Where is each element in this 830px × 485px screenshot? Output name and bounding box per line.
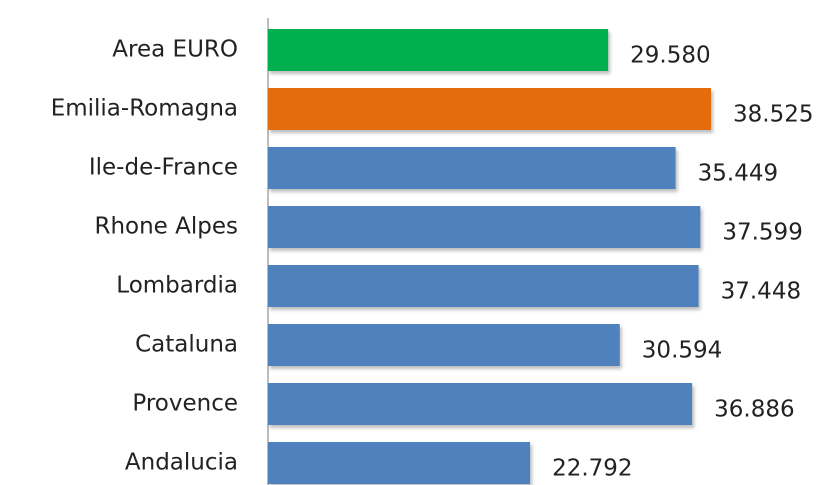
- value-label: 30.594: [642, 338, 722, 364]
- bar: [268, 442, 531, 484]
- bar: [268, 206, 701, 248]
- category-label: Rhone Alpes: [94, 214, 238, 240]
- category-label: Emilia-Romagna: [51, 96, 238, 122]
- value-label: 22.792: [552, 456, 632, 482]
- bar: [268, 88, 711, 130]
- bar: [268, 29, 609, 71]
- category-label: Lombardia: [116, 273, 238, 299]
- bar: [268, 265, 699, 307]
- value-label: 38.525: [733, 102, 813, 128]
- category-label: Cataluna: [135, 332, 238, 358]
- category-label: Andalucia: [125, 450, 238, 476]
- category-label: Ile-de-France: [89, 155, 238, 181]
- value-label: 37.599: [722, 220, 802, 246]
- value-label: 29.580: [630, 43, 710, 69]
- category-label: Provence: [132, 391, 238, 417]
- bar: [268, 383, 693, 425]
- category-label: Area EURO: [112, 37, 238, 63]
- value-label: 36.886: [714, 397, 794, 423]
- bar: [268, 147, 676, 189]
- bar: [268, 324, 620, 366]
- value-label: 35.449: [698, 161, 778, 187]
- value-label: 37.448: [721, 279, 801, 305]
